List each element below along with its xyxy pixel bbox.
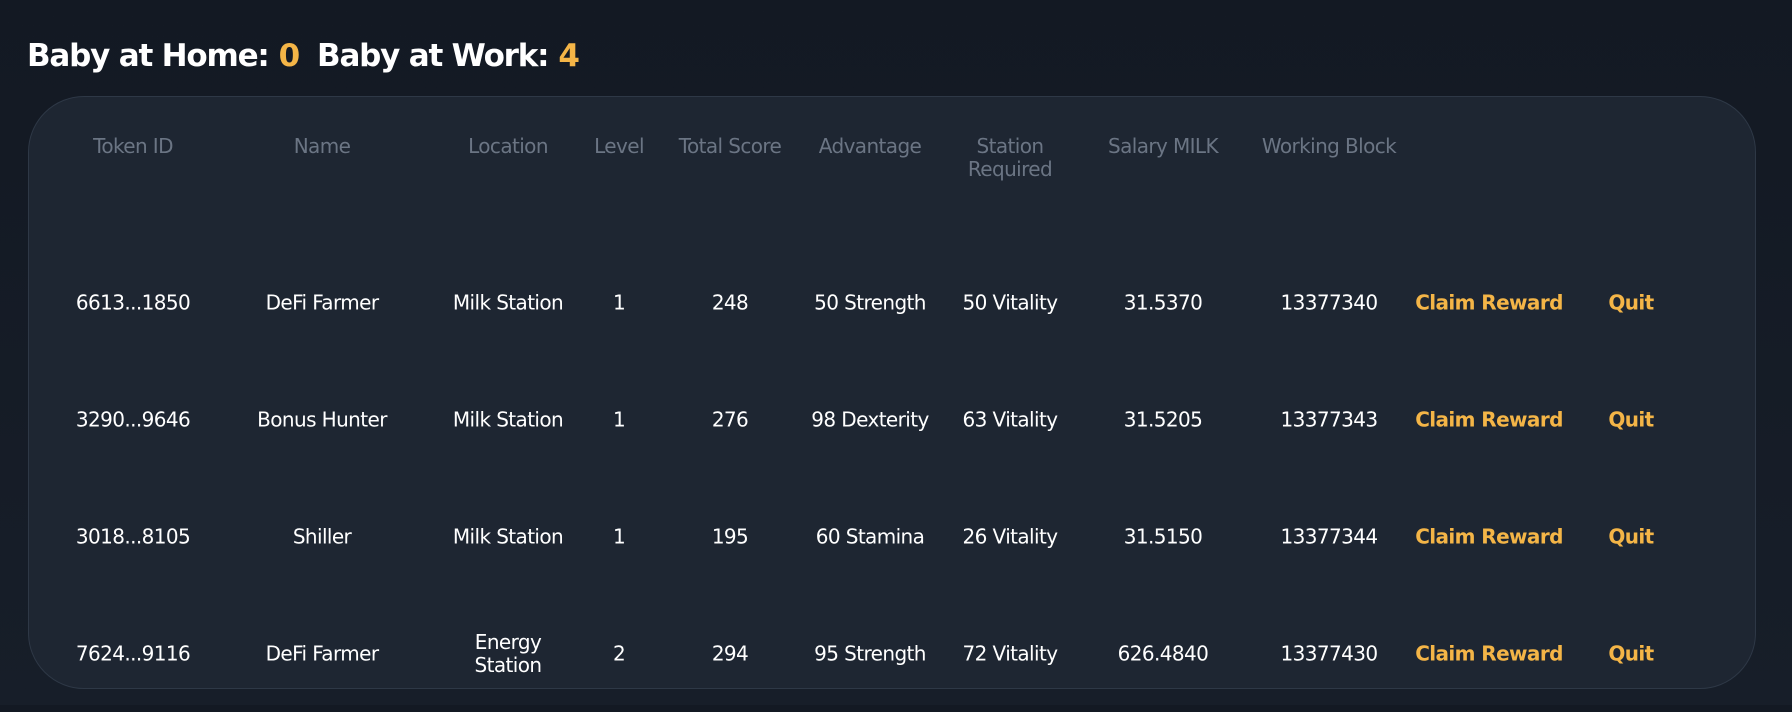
header-token-id: Token ID xyxy=(93,134,173,158)
location-line1: Milk Station xyxy=(452,524,564,548)
header-station-required-line1: Station xyxy=(976,134,1045,158)
token-id: 7624...9116 xyxy=(75,641,191,665)
token-id: 3018...8105 xyxy=(75,524,191,548)
location: Energy Station xyxy=(474,629,543,677)
level: 1 xyxy=(612,524,626,548)
claim-reward-button[interactable]: Claim Reward xyxy=(1415,407,1563,431)
advantage: 50 Strength xyxy=(814,290,926,314)
location-line1: Milk Station xyxy=(452,290,564,314)
token-id: 3290...9646 xyxy=(75,407,191,431)
total-score: 195 xyxy=(711,524,749,548)
table-row: 6613...1850 DeFi Farmer Milk Station 1 2… xyxy=(29,244,1755,361)
header-total-score: Total Score xyxy=(678,134,782,158)
station-required: 72 Vitality xyxy=(962,641,1059,665)
station-required: 26 Vitality xyxy=(962,524,1059,548)
location: Milk Station xyxy=(452,407,564,431)
babies-summary: Baby at Home: 0 Baby at Work: 4 xyxy=(27,34,580,78)
total-score: 248 xyxy=(711,290,749,314)
location: Milk Station xyxy=(452,290,564,314)
header-location: Location xyxy=(468,134,548,158)
header-level: Level xyxy=(594,134,644,158)
salary-milk: 626.4840 xyxy=(1117,641,1209,665)
token-id: 6613...1850 xyxy=(75,290,191,314)
salary-milk: 31.5370 xyxy=(1123,290,1203,314)
work-count: 4 xyxy=(558,38,580,74)
advantage: 95 Strength xyxy=(814,641,926,665)
header-station-required: Station Required xyxy=(967,134,1053,181)
baby-name: Shiller xyxy=(292,524,352,548)
claim-reward-button[interactable]: Claim Reward xyxy=(1415,290,1563,314)
table-row: 3290...9646 Bonus Hunter Milk Station 1 … xyxy=(29,361,1755,478)
claim-reward-button[interactable]: Claim Reward xyxy=(1415,524,1563,548)
working-block: 13377343 xyxy=(1280,407,1379,431)
home-label: Baby at Home: xyxy=(27,38,270,74)
table-row: 7624...9116 DeFi Farmer Energy Station 2… xyxy=(29,595,1755,712)
claim-reward-button[interactable]: Claim Reward xyxy=(1415,641,1563,665)
station-required: 50 Vitality xyxy=(962,290,1059,314)
header-advantage: Advantage xyxy=(818,134,922,158)
station-required: 63 Vitality xyxy=(962,407,1059,431)
location-line2: Station xyxy=(474,652,543,677)
working-babies-table: Token ID Name Location Level Total Score… xyxy=(28,96,1756,689)
work-label: Baby at Work: xyxy=(317,38,550,74)
header-salary: Salary MILK xyxy=(1108,134,1219,158)
baby-name: Bonus Hunter xyxy=(257,407,387,431)
baby-name: DeFi Farmer xyxy=(265,641,379,665)
home-count: 0 xyxy=(278,38,301,74)
quit-button[interactable]: Quit xyxy=(1608,407,1654,431)
total-score: 294 xyxy=(711,641,749,665)
quit-button[interactable]: Quit xyxy=(1608,524,1654,548)
salary-milk: 31.5205 xyxy=(1123,407,1203,431)
level: 1 xyxy=(612,407,626,431)
header-working-block: Working Block xyxy=(1261,134,1397,158)
location-line1: Milk Station xyxy=(452,407,564,431)
advantage: 98 Dexterity xyxy=(811,407,929,431)
working-block: 13377344 xyxy=(1280,524,1379,548)
total-score: 276 xyxy=(711,407,749,431)
baby-name: DeFi Farmer xyxy=(265,290,379,314)
location-line1: Energy xyxy=(474,629,542,654)
header-station-required-line2: Required xyxy=(967,157,1053,181)
level: 1 xyxy=(612,290,626,314)
quit-button[interactable]: Quit xyxy=(1608,641,1654,665)
quit-button[interactable]: Quit xyxy=(1608,290,1654,314)
location: Milk Station xyxy=(452,524,564,548)
header-name: Name xyxy=(293,134,351,158)
salary-milk: 31.5150 xyxy=(1123,524,1203,548)
working-block: 13377340 xyxy=(1280,290,1379,314)
level: 2 xyxy=(612,641,626,665)
advantage: 60 Stamina xyxy=(815,524,925,548)
working-block: 13377430 xyxy=(1280,641,1379,665)
table-row: 3018...8105 Shiller Milk Station 1 195 6… xyxy=(29,478,1755,595)
